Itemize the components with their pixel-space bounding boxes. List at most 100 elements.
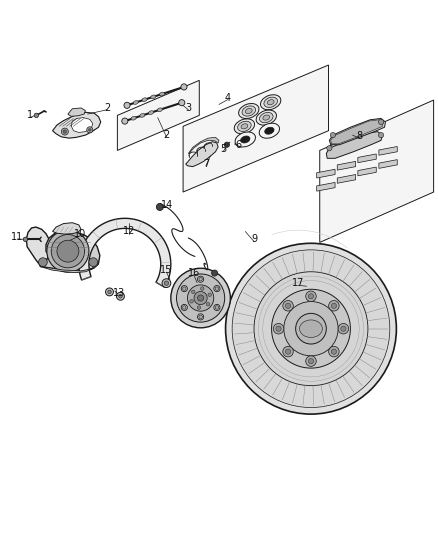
Circle shape xyxy=(308,294,314,299)
Circle shape xyxy=(198,314,204,320)
Ellipse shape xyxy=(245,108,252,114)
Circle shape xyxy=(214,304,220,311)
Text: 17: 17 xyxy=(292,278,304,288)
Ellipse shape xyxy=(142,98,147,101)
Circle shape xyxy=(23,237,28,241)
Ellipse shape xyxy=(260,112,273,123)
Circle shape xyxy=(286,349,291,354)
Text: 14: 14 xyxy=(161,200,173,210)
Polygon shape xyxy=(329,118,385,145)
Circle shape xyxy=(181,84,187,90)
Polygon shape xyxy=(53,223,81,234)
Circle shape xyxy=(199,278,202,281)
Circle shape xyxy=(276,326,281,332)
Polygon shape xyxy=(53,112,101,138)
Polygon shape xyxy=(358,167,376,176)
Circle shape xyxy=(206,303,210,306)
Ellipse shape xyxy=(140,114,145,117)
Circle shape xyxy=(34,113,39,118)
Circle shape xyxy=(124,102,130,108)
Text: 5: 5 xyxy=(220,144,226,154)
Polygon shape xyxy=(71,118,93,133)
Circle shape xyxy=(199,315,202,319)
Ellipse shape xyxy=(133,101,138,104)
Ellipse shape xyxy=(241,124,248,129)
Circle shape xyxy=(119,295,122,298)
Circle shape xyxy=(284,302,338,356)
Polygon shape xyxy=(317,182,335,191)
Circle shape xyxy=(378,133,384,138)
Polygon shape xyxy=(337,174,356,183)
Circle shape xyxy=(183,287,186,290)
Circle shape xyxy=(61,128,68,135)
Text: 8: 8 xyxy=(356,131,362,141)
Polygon shape xyxy=(79,219,171,287)
Circle shape xyxy=(63,130,67,133)
Text: 3: 3 xyxy=(185,103,191,113)
Ellipse shape xyxy=(261,95,281,110)
Text: 13: 13 xyxy=(113,288,125,298)
Text: 11: 11 xyxy=(11,232,24,242)
Circle shape xyxy=(283,346,293,357)
Ellipse shape xyxy=(264,97,277,107)
Text: 7: 7 xyxy=(203,159,209,168)
Circle shape xyxy=(330,133,336,138)
Circle shape xyxy=(286,303,291,309)
Text: 2: 2 xyxy=(163,130,170,140)
Circle shape xyxy=(47,230,89,272)
Circle shape xyxy=(108,290,111,294)
Ellipse shape xyxy=(259,123,279,138)
Circle shape xyxy=(181,286,187,292)
Circle shape xyxy=(171,268,230,328)
Circle shape xyxy=(89,258,98,266)
Text: 2: 2 xyxy=(104,103,110,113)
Circle shape xyxy=(183,306,186,309)
Polygon shape xyxy=(337,161,356,170)
Text: 1: 1 xyxy=(27,110,33,120)
Ellipse shape xyxy=(151,95,156,99)
Circle shape xyxy=(331,349,336,354)
Circle shape xyxy=(296,313,326,344)
Circle shape xyxy=(308,359,314,364)
Circle shape xyxy=(224,142,230,147)
Circle shape xyxy=(191,290,195,294)
Circle shape xyxy=(214,286,220,292)
Circle shape xyxy=(197,306,201,309)
Circle shape xyxy=(88,128,91,131)
Circle shape xyxy=(232,250,390,408)
Circle shape xyxy=(215,287,219,290)
Text: 9: 9 xyxy=(251,235,257,244)
Circle shape xyxy=(306,291,316,302)
Circle shape xyxy=(331,303,336,309)
Circle shape xyxy=(212,270,218,276)
Ellipse shape xyxy=(300,320,322,337)
Circle shape xyxy=(181,304,187,311)
Ellipse shape xyxy=(234,119,254,134)
Ellipse shape xyxy=(235,132,255,147)
Ellipse shape xyxy=(157,108,162,111)
Circle shape xyxy=(187,285,214,311)
Circle shape xyxy=(328,346,339,357)
Circle shape xyxy=(117,292,124,300)
Circle shape xyxy=(164,281,169,285)
Circle shape xyxy=(327,146,332,151)
Polygon shape xyxy=(320,100,434,243)
Ellipse shape xyxy=(242,106,255,116)
Circle shape xyxy=(39,258,47,266)
Circle shape xyxy=(198,295,204,301)
Ellipse shape xyxy=(265,127,274,134)
Circle shape xyxy=(254,272,368,386)
Polygon shape xyxy=(117,80,199,150)
Ellipse shape xyxy=(159,92,165,96)
Ellipse shape xyxy=(256,110,276,125)
Polygon shape xyxy=(183,65,328,192)
Circle shape xyxy=(179,100,185,106)
Circle shape xyxy=(201,287,204,290)
Text: 15: 15 xyxy=(160,265,173,275)
Circle shape xyxy=(328,301,339,311)
Text: 6: 6 xyxy=(236,140,242,150)
Polygon shape xyxy=(317,169,335,178)
Ellipse shape xyxy=(148,111,154,115)
Circle shape xyxy=(226,243,396,414)
Circle shape xyxy=(57,240,79,262)
